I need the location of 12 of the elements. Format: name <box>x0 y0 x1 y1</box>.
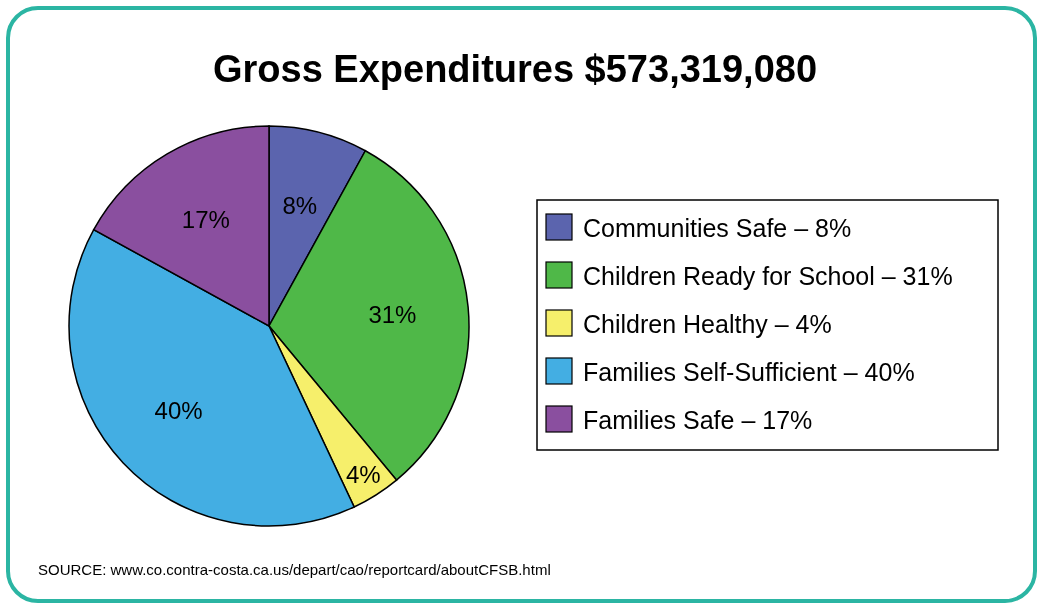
legend-label: Families Self-Sufficient – 40% <box>583 358 915 386</box>
legend-label: Communities Safe – 8% <box>583 214 852 242</box>
data-label: 40% <box>154 397 203 425</box>
data-label: 17% <box>181 205 230 233</box>
legend-label: Children Healthy – 4% <box>583 310 832 338</box>
chart-title: Gross Expenditures $573,319,080 <box>212 48 818 90</box>
source-note: SOURCE: www.co.contra-costa.ca.us/depart/cao/reportcard/aboutCFSB.html <box>38 561 551 578</box>
legend-label: Children Ready for School – 31% <box>583 262 953 290</box>
data-label: 4% <box>345 461 381 489</box>
data-label: 31% <box>368 300 417 328</box>
legend-label: Families Safe – 17% <box>583 406 813 434</box>
data-label: 8% <box>282 192 318 220</box>
